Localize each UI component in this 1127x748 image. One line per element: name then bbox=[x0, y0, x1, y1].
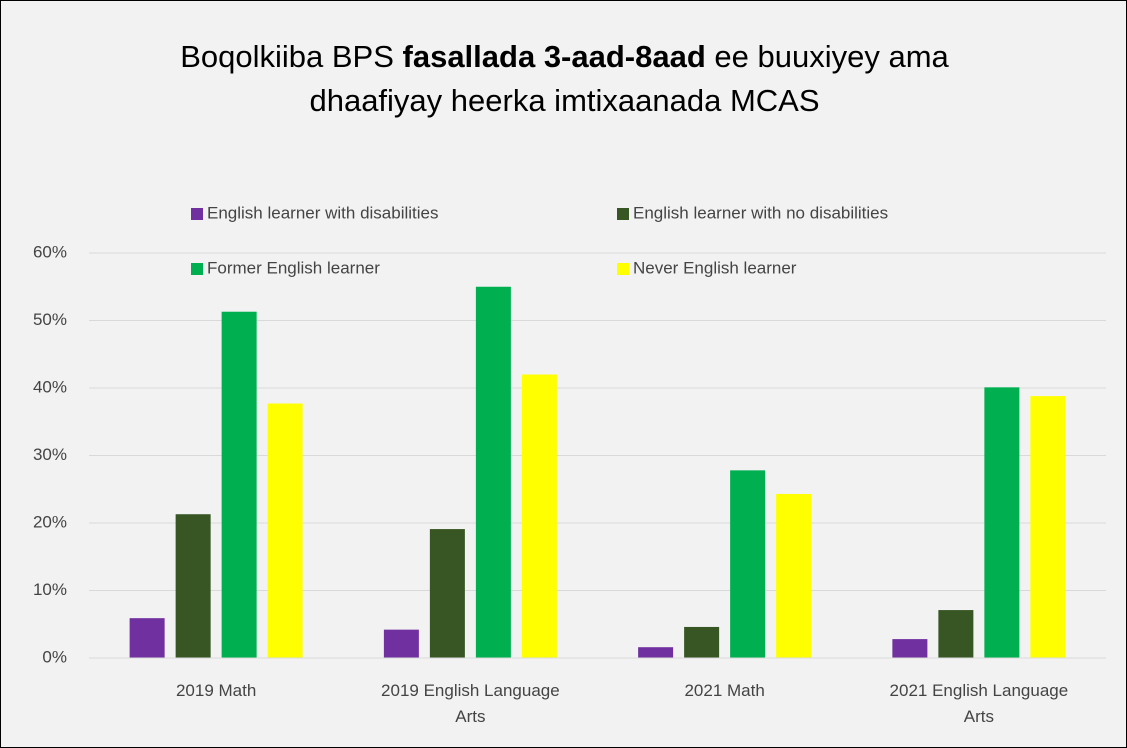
x-tick-label: 2019 Math bbox=[176, 681, 256, 700]
legend-swatch bbox=[191, 208, 203, 220]
bar bbox=[175, 514, 211, 658]
bar bbox=[984, 387, 1020, 658]
legend-label: Former English learner bbox=[207, 258, 380, 277]
y-tick-label: 50% bbox=[33, 310, 67, 329]
bar bbox=[221, 311, 257, 658]
legend-swatch bbox=[191, 263, 203, 275]
bar bbox=[429, 529, 465, 658]
y-tick-label: 20% bbox=[33, 512, 67, 531]
x-tick-label: 2021 English Language Arts bbox=[890, 681, 1069, 726]
bar bbox=[638, 647, 674, 658]
bar bbox=[129, 618, 165, 658]
x-tick-label: 2021 Math bbox=[684, 681, 764, 700]
chart-title: Boqolkiiba BPS fasallada 3-aad-8aad ee b… bbox=[1, 35, 1126, 123]
bar bbox=[475, 286, 511, 658]
x-tick-label: 2019 English Language Arts bbox=[381, 681, 560, 726]
bar bbox=[383, 629, 419, 658]
title-part: dhaafiyay heerka imtixaanada MCAS bbox=[309, 83, 820, 118]
bar bbox=[776, 493, 812, 658]
y-tick-label: 40% bbox=[33, 377, 67, 396]
title-part: Boqolkiiba BPS bbox=[180, 39, 394, 74]
legend-swatch bbox=[617, 208, 629, 220]
y-tick-label: 30% bbox=[33, 445, 67, 464]
legend-label: Never English learner bbox=[633, 258, 797, 277]
y-tick-label: 10% bbox=[33, 580, 67, 599]
bar bbox=[892, 639, 928, 658]
bar bbox=[267, 403, 303, 658]
y-tick-label: 60% bbox=[33, 242, 67, 261]
legend-label: English learner with no disabilities bbox=[633, 203, 888, 222]
bar bbox=[938, 610, 974, 658]
bar bbox=[521, 374, 557, 658]
legend-swatch bbox=[617, 263, 629, 275]
y-tick-label: 0% bbox=[42, 647, 67, 666]
title-part: ee buuxiyey ama bbox=[714, 39, 949, 74]
bar bbox=[1030, 396, 1066, 658]
title-part: fasallada 3-aad-8aad bbox=[402, 39, 706, 74]
legend-label: English learner with disabilities bbox=[207, 203, 439, 222]
bar bbox=[684, 626, 720, 658]
bar bbox=[730, 470, 766, 658]
